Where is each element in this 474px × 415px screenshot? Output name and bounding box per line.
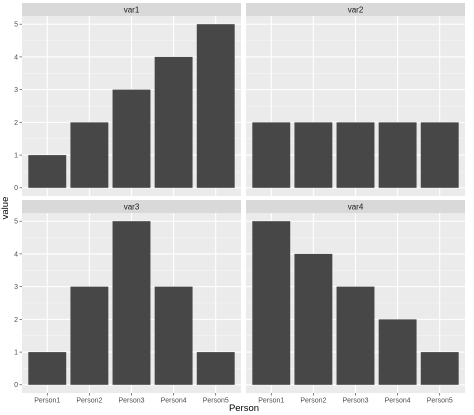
bar-Person3	[112, 221, 151, 385]
x-tick-label: Person1	[258, 398, 284, 405]
x-tick-label: Person1	[34, 398, 60, 405]
bar-Person5	[196, 24, 235, 188]
bar-Person1	[252, 122, 291, 188]
bar-Person3	[112, 89, 151, 188]
bar-Person2	[294, 122, 333, 188]
y-tick-label: 2	[14, 317, 18, 324]
x-axis-title: Person	[229, 403, 259, 414]
y-tick-label: 5	[14, 219, 18, 226]
y-axis-title: value	[0, 197, 11, 220]
facet-panel-var3: var3 0 1 2 3 4 5 Person1 Person2 Person3 Person4 Pe…	[14, 200, 241, 405]
x-tick-label: Person2	[76, 398, 102, 405]
y-tick-label: 3	[14, 87, 18, 94]
bar-Person2	[70, 286, 109, 385]
bar-Person5	[420, 352, 459, 385]
bar-Person3	[336, 122, 375, 188]
bar-Person2	[70, 122, 109, 188]
bar-Person5	[196, 352, 235, 385]
facet-strip	[22, 200, 241, 213]
y-tick-label: 0	[14, 382, 18, 389]
bar-Person4	[154, 286, 193, 385]
facet-panel-var1: var1 0 1 2 3 4 5	[14, 3, 241, 196]
facet-panel-var2: var2	[246, 3, 465, 196]
bar-Person4	[378, 122, 417, 188]
bar-Person3	[336, 286, 375, 385]
bar-Person1	[28, 155, 67, 188]
facet-strip	[246, 200, 465, 213]
y-tick-label: 4	[14, 54, 18, 61]
y-tick-label: 0	[14, 185, 18, 192]
bar-Person1	[28, 352, 67, 385]
x-tick-label: Person4	[161, 398, 187, 405]
facet-strip	[22, 3, 241, 16]
facet-strip-label: var3	[124, 203, 140, 212]
facet-strip	[246, 3, 465, 16]
y-tick-label: 3	[14, 284, 18, 291]
x-tick-label: Person3	[118, 398, 144, 405]
y-tick-label: 4	[14, 251, 18, 258]
bar-Person4	[378, 319, 417, 385]
x-tick-label: Person5	[203, 398, 229, 405]
bar-Person1	[252, 221, 291, 385]
bar-Person4	[154, 56, 193, 188]
y-tick-label: 2	[14, 120, 18, 127]
facet-strip-label: var4	[348, 203, 364, 212]
facet-strip-label: var2	[348, 6, 364, 15]
x-tick-label: Person2	[300, 398, 326, 405]
x-tick-label: Person3	[342, 398, 368, 405]
y-tick-label: 1	[14, 152, 18, 159]
x-tick-label: Person5	[427, 398, 453, 405]
y-tick-label: 1	[14, 349, 18, 356]
bar-Person5	[420, 122, 459, 188]
facet-strip-label: var1	[124, 6, 140, 15]
bar-Person2	[294, 253, 333, 385]
facet-panel-var4: var4 Person1 Person2 Person3 Person4 Person5	[246, 200, 465, 405]
y-tick-label: 5	[14, 22, 18, 29]
x-tick-label: Person4	[385, 398, 411, 405]
